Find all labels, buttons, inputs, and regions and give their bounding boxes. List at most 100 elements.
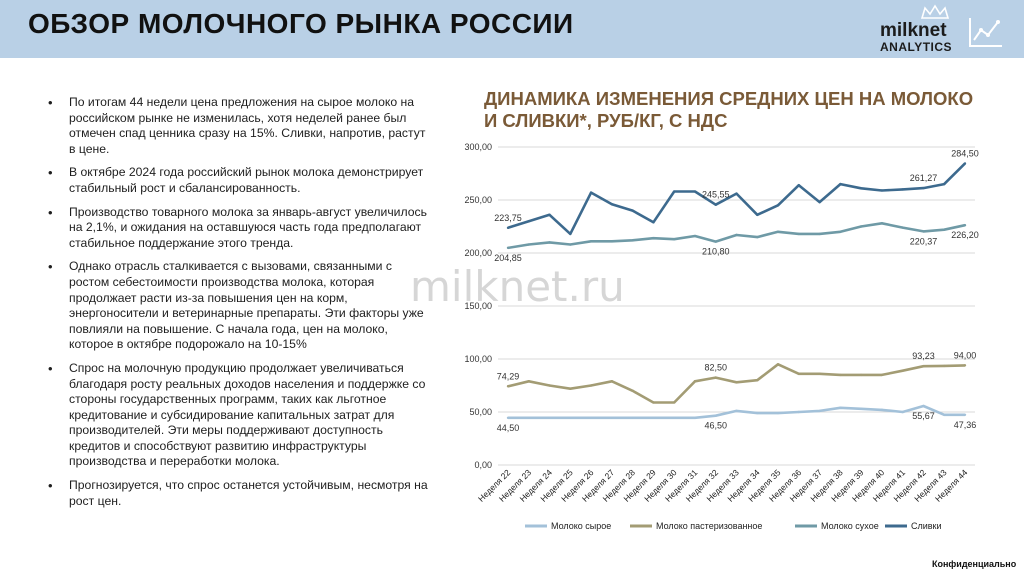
data-point [776,204,780,207]
data-point [756,213,759,217]
data-point [714,414,717,417]
data-point [672,416,676,420]
chart-title: ДИНАМИКА ИЗМЕНЕНИЯ СРЕДНИХ ЦЕН НА МОЛОКО… [484,88,974,131]
data-point [589,191,593,194]
data-point [922,186,925,190]
data-point [589,416,593,420]
y-tick-label: 50,00 [469,407,492,417]
data-point [839,406,842,409]
data-point [672,238,676,241]
data-point [839,373,842,377]
data-point [693,380,697,383]
data-point [735,381,738,384]
data-point [963,364,967,367]
data-point [548,241,551,244]
data-point [735,192,738,195]
data-point [631,209,634,212]
y-tick-label: 300,00 [464,142,492,152]
data-point [631,389,634,392]
data-point [652,416,655,420]
data-point [963,413,967,416]
data-label: 47,36 [954,420,977,430]
data-point [506,226,510,230]
bullet-item: Однако отрасль сталкивается с вызовами, … [40,259,430,353]
data-point [880,189,884,192]
data-point [735,409,738,413]
data-point [797,183,801,187]
data-label: 204,85 [494,253,522,263]
data-label: 74,29 [497,371,520,381]
data-point [714,203,717,206]
data-point [548,384,551,387]
data-label: 220,37 [910,236,938,246]
data-point [569,232,572,236]
analytics-chart-icon [969,18,1002,47]
summary-bullet-list: По итогам 44 недели цена предложения на … [40,95,430,517]
page-title: ОБЗОР МОЛОЧНОГО РЫНКА РОССИИ [28,8,574,39]
data-point [527,380,530,383]
data-point [922,230,925,233]
data-label: 93,23 [912,351,935,361]
data-point [922,364,925,368]
data-point [610,203,614,206]
data-point [693,234,697,238]
legend-label: Сливки [911,521,942,531]
data-point [589,384,593,387]
data-point [756,379,759,382]
data-point [818,232,821,236]
crown-icon [920,4,950,19]
y-tick-label: 250,00 [464,195,492,205]
data-point [776,230,780,233]
data-point [693,190,697,193]
data-point [880,408,884,412]
data-point [818,200,821,204]
data-point [943,364,946,368]
y-tick-label: 200,00 [464,248,492,258]
data-point [527,220,530,223]
header-bar: ОБЗОР МОЛОЧНОГО РЫНКА РОССИИ [0,0,1024,58]
y-tick-label: 100,00 [464,354,492,364]
data-point [776,411,780,415]
data-point [922,404,925,408]
legend-label: Молоко сырое [551,521,611,531]
data-point [569,416,572,420]
data-label: 55,67 [912,411,935,421]
data-point [859,225,863,228]
data-point [527,243,530,246]
data-point [963,224,967,227]
milknet-logo: milknet ANALYTICS [870,4,960,54]
data-point [776,363,780,366]
data-label: 223,75 [494,213,522,223]
data-point [943,228,946,231]
data-point [589,240,593,243]
data-point [652,221,655,224]
data-point [901,369,904,372]
data-point [797,232,801,236]
watermark: milknet.ru [410,262,625,311]
data-point [631,239,634,242]
data-point [859,373,863,377]
data-label: 226,20 [951,230,979,240]
bullet-item: Производство товарного молока за январь-… [40,205,430,252]
y-tick-label: 150,00 [464,301,492,311]
series-line-4 [507,162,966,236]
data-point [672,401,676,404]
data-point [943,182,946,186]
data-point [506,416,510,420]
data-point [797,410,801,414]
data-point [714,240,717,243]
data-point [880,373,884,377]
data-point [859,187,863,190]
logo-text: milknet [880,20,947,41]
data-point [797,372,801,376]
bullet-item: Прогнозируется, что спрос останется усто… [40,478,430,509]
data-point [818,409,821,413]
data-label: 245,55 [702,190,730,200]
data-point [548,416,551,420]
data-label: 82,50 [704,363,727,373]
data-label: 261,27 [910,173,938,183]
data-label: 210,80 [702,247,730,257]
data-point [652,236,655,240]
data-label: 94,00 [954,350,977,360]
data-point [943,413,946,416]
